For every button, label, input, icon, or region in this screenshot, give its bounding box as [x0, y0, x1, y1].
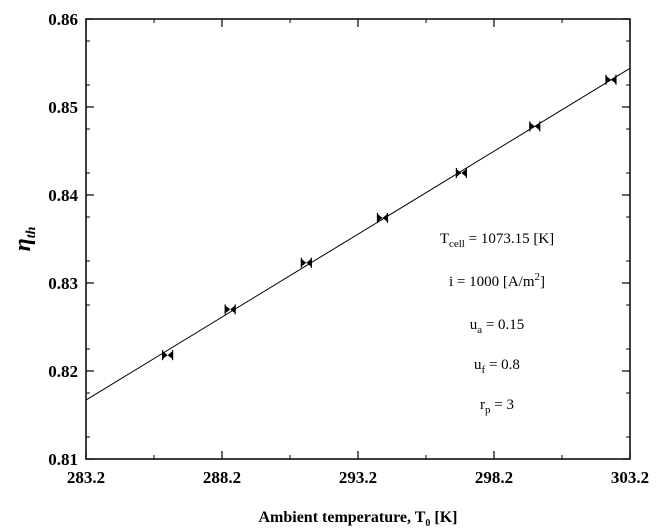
- y-axis-title-main: η: [10, 238, 36, 251]
- annotation-line: Tcell = 1073.15 [K]: [440, 231, 554, 250]
- data-point: [300, 257, 312, 268]
- data-point: [455, 168, 467, 178]
- data-point: [605, 74, 617, 85]
- y-tick-label: 0.82: [48, 362, 78, 381]
- data-point: [376, 212, 389, 223]
- x-tick-label: 293.2: [339, 468, 377, 487]
- tick-labels: 283.2 288.2 293.2 298.2 303.2 0.81 0.82 0.83 0.8…: [48, 10, 649, 487]
- annotation-block: Tcell = 1073.15 [K] i = 1000 [A/m2] ua = 0…: [440, 231, 554, 416]
- annotation-line: uf = 0.8: [474, 357, 520, 376]
- y-tick-label: 0.84: [48, 186, 78, 205]
- axis-ticks: [85, 18, 631, 460]
- x-axis-title-main: Ambient temperature, T: [258, 509, 425, 526]
- annotation-line: ua = 0.15: [470, 317, 525, 336]
- annotation-line: rp = 3: [480, 397, 514, 416]
- x-axis-title: Ambient temperature, T0 [K]: [258, 509, 457, 529]
- y-axis-title-sub: th: [24, 226, 39, 238]
- x-axis-title-unit: [K]: [430, 509, 457, 526]
- x-tick-label: 288.2: [203, 468, 241, 487]
- data-point: [224, 304, 236, 315]
- y-axis-title: ηth: [10, 226, 39, 251]
- data-point: [529, 121, 541, 132]
- y-tick-label: 0.83: [48, 274, 78, 293]
- x-axis-title-sub: 0: [425, 518, 430, 529]
- x-tick-label: 298.2: [475, 468, 513, 487]
- x-tick-label: 303.2: [611, 468, 649, 487]
- data-point: [162, 350, 174, 361]
- y-tick-label: 0.86: [48, 10, 78, 29]
- y-tick-label: 0.85: [48, 98, 78, 117]
- data-points: [162, 74, 617, 361]
- y-tick-label: 0.81: [48, 450, 78, 469]
- x-tick-label: 283.2: [67, 468, 105, 487]
- annotation-line: i = 1000 [A/m2]: [449, 271, 545, 290]
